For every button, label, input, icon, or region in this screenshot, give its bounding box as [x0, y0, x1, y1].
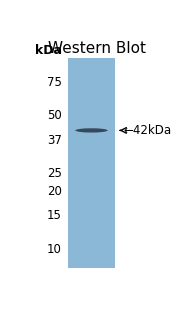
- Text: 75: 75: [47, 76, 62, 89]
- Text: ←42kDa: ←42kDa: [124, 124, 172, 137]
- Text: 25: 25: [47, 167, 62, 180]
- Text: Western Blot: Western Blot: [48, 41, 146, 56]
- Text: 10: 10: [47, 243, 62, 256]
- Text: 15: 15: [47, 209, 62, 222]
- Text: 37: 37: [47, 134, 62, 147]
- Text: 50: 50: [47, 109, 62, 122]
- Text: 20: 20: [47, 185, 62, 198]
- Text: kDa: kDa: [35, 44, 62, 57]
- Ellipse shape: [75, 128, 108, 133]
- Bar: [68, 58, 115, 268]
